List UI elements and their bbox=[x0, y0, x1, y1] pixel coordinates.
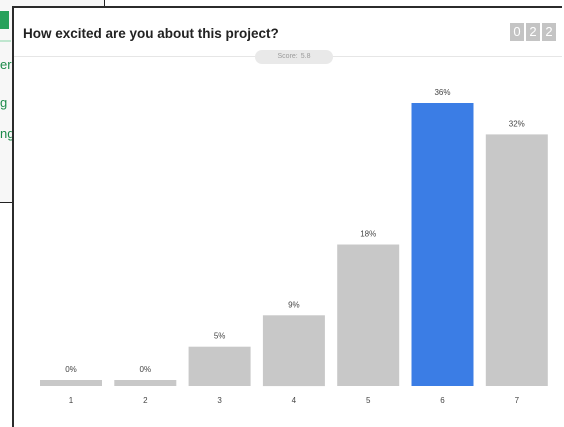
background-item-1: er bbox=[0, 57, 12, 72]
x-tick-label-1: 1 bbox=[69, 396, 74, 405]
counter-digit-1: 0 bbox=[510, 23, 524, 41]
counter-digit-3: 2 bbox=[542, 23, 556, 41]
bar-value-label-7: 32% bbox=[509, 119, 525, 128]
bar-value-label-4: 9% bbox=[288, 300, 300, 309]
score-label: Score: bbox=[277, 53, 298, 60]
score-value: 5.8 bbox=[300, 53, 311, 60]
background-divider bbox=[0, 40, 11, 42]
question-results-panel: How excited are you about this project? … bbox=[12, 6, 562, 427]
score-badge: Score: 5.8 bbox=[255, 50, 333, 64]
x-tick-label-4: 4 bbox=[292, 396, 297, 405]
x-tick-label-7: 7 bbox=[515, 396, 520, 405]
bar-value-label-5: 18% bbox=[360, 230, 376, 239]
question-title: How excited are you about this project? bbox=[23, 26, 279, 41]
counter-digit-2: 2 bbox=[526, 23, 540, 41]
background-accent-bar bbox=[0, 11, 9, 29]
bar-2 bbox=[114, 380, 177, 386]
bar-3 bbox=[188, 346, 251, 386]
bar-value-label-3: 5% bbox=[214, 332, 226, 341]
x-tick-label-5: 5 bbox=[366, 396, 371, 405]
x-tick-label-6: 6 bbox=[440, 396, 445, 405]
bar-value-label-6: 36% bbox=[434, 88, 450, 97]
background-item-2: g bbox=[0, 95, 8, 110]
response-counter: 0 2 2 bbox=[510, 23, 556, 41]
bar-value-label-1: 0% bbox=[65, 365, 77, 374]
bar-chart: 0% 1 0% 2 5% 3 9% 4 18% 5 36% 6 32% 7 bbox=[40, 88, 548, 405]
bar-5 bbox=[337, 244, 400, 386]
bar-6 bbox=[411, 103, 474, 386]
x-tick-label-2: 2 bbox=[143, 396, 148, 405]
bar-4 bbox=[262, 315, 325, 387]
x-tick-label-3: 3 bbox=[217, 396, 222, 405]
background-item-3: ng bbox=[0, 126, 15, 141]
bar-1 bbox=[40, 380, 102, 386]
bar-7 bbox=[485, 134, 548, 386]
bar-value-label-2: 0% bbox=[140, 365, 152, 374]
